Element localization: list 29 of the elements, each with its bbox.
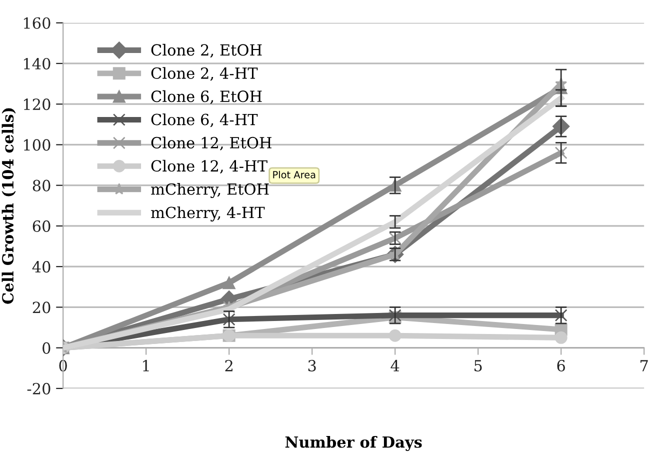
legend-label: Clone 6, EtOH (151, 90, 262, 104)
legend-label: mCherry, EtOH (151, 183, 269, 198)
legend-label: Clone 12, EtOH (151, 136, 272, 150)
x-tick-label: 3 (308, 360, 316, 372)
x-axis-title: Number of Days (285, 436, 422, 451)
y-tick-label: 20 (32, 302, 50, 314)
legend-label: Clone 2, 4-HT (151, 67, 258, 81)
y-tick-label: -20 (27, 382, 50, 394)
y-tick-label: 0 (42, 342, 50, 354)
y-tick-label: 140 (24, 58, 50, 70)
x-tick-label: 1 (143, 360, 149, 372)
x-tick-label: 4 (390, 360, 400, 372)
x-tick-label: 6 (557, 360, 565, 372)
legend-label: Clone 6, 4-HT (151, 113, 258, 128)
legend-label: mCherry, 4-HT (151, 206, 265, 222)
y-tick-label: 80 (32, 180, 50, 192)
legend-label: Clone 12, 4-HT (151, 160, 268, 174)
y-tick-label: 160 (24, 17, 50, 29)
x-tick-label: 7 (640, 360, 648, 372)
y-tick-label: 60 (32, 220, 50, 232)
y-tick-label: 40 (32, 261, 50, 273)
y-axis-title: Cell Growth (104 cells) (2, 108, 16, 304)
x-tick-label: 2 (225, 360, 232, 372)
y-tick-label: 100 (24, 139, 50, 151)
y-tick-label: 120 (24, 98, 50, 110)
annotation: Plot Area (273, 170, 316, 178)
x-tick-label: 5 (474, 360, 482, 372)
x-tick-label: 0 (59, 360, 67, 372)
legend-label: Clone 2, EtOH (151, 44, 262, 58)
